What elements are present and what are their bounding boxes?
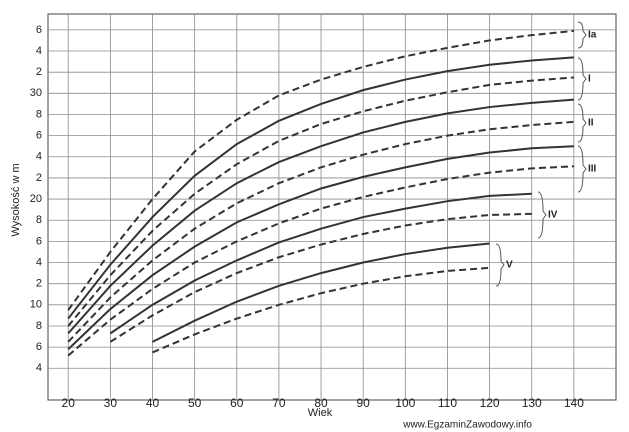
class-label: Ia (588, 30, 597, 41)
y-axis-label: Wysokość w m (10, 163, 22, 236)
y-tick-label: 4 (36, 256, 42, 268)
x-tick-label: 130 (522, 396, 542, 410)
y-tick-label: 8 (36, 108, 42, 120)
curve (67, 165, 574, 357)
curve (67, 98, 574, 335)
plot-area (47, 13, 617, 401)
x-tick-label: 110 (438, 396, 457, 410)
x-axis-label: Wiek (308, 407, 333, 419)
watermark: www.EgzaminZawodowy.info (402, 420, 532, 431)
x-tick-label: 100 (395, 396, 415, 410)
y-tick-label: 6 (36, 235, 42, 247)
y-tick-label: 30 (30, 87, 42, 99)
y-tick-label: 8 (36, 214, 42, 226)
y-tick-label: 10 (30, 299, 42, 311)
y-tick-label: 20 (30, 193, 42, 205)
class-label: IV (548, 210, 558, 221)
bracket (495, 243, 505, 287)
x-tick-label: 60 (230, 396, 244, 410)
class-label: V (506, 260, 513, 271)
curve (109, 212, 532, 343)
y-tick-label: 2 (36, 66, 42, 78)
bracket (577, 21, 587, 49)
y-tick-label: 6 (36, 130, 42, 142)
bracket (537, 191, 547, 239)
y-tick-label: 2 (36, 278, 42, 290)
x-tick-label: 50 (188, 396, 202, 410)
curve (67, 29, 574, 311)
y-tick-label: 4 (36, 362, 42, 374)
class-label: I (588, 74, 591, 85)
bracket (577, 57, 587, 101)
curve (67, 56, 574, 320)
class-label: II (588, 118, 594, 129)
curve (67, 120, 574, 343)
y-tick-label: 4 (36, 45, 42, 57)
y-tick-label: 8 (36, 320, 42, 332)
x-tick-label: 20 (62, 396, 76, 410)
curve (67, 76, 574, 327)
x-tick-label: 90 (357, 396, 371, 410)
x-tick-label: 120 (480, 396, 500, 410)
x-tick-label: 140 (564, 396, 584, 410)
x-tick-label: 70 (272, 396, 286, 410)
y-tick-label: 6 (36, 341, 42, 353)
curve (152, 242, 490, 343)
curve (152, 266, 490, 354)
y-tick-label: 4 (36, 151, 42, 163)
curve (67, 145, 574, 350)
bracket (577, 145, 587, 193)
x-tick-label: 30 (104, 396, 118, 410)
y-tick-label: 2 (36, 172, 42, 184)
curve (109, 192, 532, 335)
class-label: III (588, 164, 597, 175)
bracket (577, 103, 587, 143)
x-tick-label: 80 (314, 396, 328, 410)
x-tick-label: 40 (146, 396, 160, 410)
y-tick-label: 6 (36, 24, 42, 36)
